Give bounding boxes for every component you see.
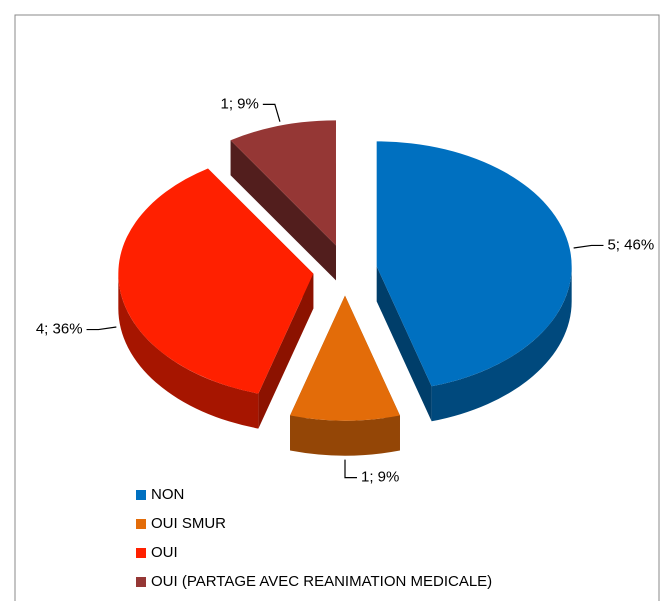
- legend-swatch: [136, 519, 146, 529]
- data-label: 1; 9%: [361, 469, 399, 486]
- slice-wall: [258, 273, 314, 429]
- slice-wall: [230, 140, 336, 281]
- slice: [230, 120, 336, 246]
- slice: [118, 168, 314, 394]
- slice-side: [290, 415, 400, 456]
- legend-label: NON: [151, 486, 184, 503]
- slice: [376, 141, 572, 387]
- slice: [290, 295, 400, 421]
- legend-swatch: [136, 548, 146, 558]
- leader-line: [262, 103, 281, 122]
- slice-side: [431, 266, 572, 422]
- legend-swatch: [136, 577, 146, 587]
- data-label: 5; 46%: [607, 236, 654, 253]
- data-label: 4; 36%: [36, 321, 83, 338]
- legend-label: OUI: [151, 544, 178, 561]
- legend-label: OUI SMUR: [151, 515, 226, 532]
- leader-line: [573, 244, 604, 249]
- leader-line: [344, 459, 357, 479]
- legend-label: OUI (PARTAGE AVEC REANIMATION MEDICALE): [151, 573, 492, 590]
- chart-border: [14, 14, 660, 601]
- data-label: 1; 9%: [220, 95, 258, 112]
- slice-wall: [376, 266, 432, 422]
- leader-line: [86, 326, 117, 331]
- legend-swatch: [136, 490, 146, 500]
- slice-side: [118, 273, 259, 429]
